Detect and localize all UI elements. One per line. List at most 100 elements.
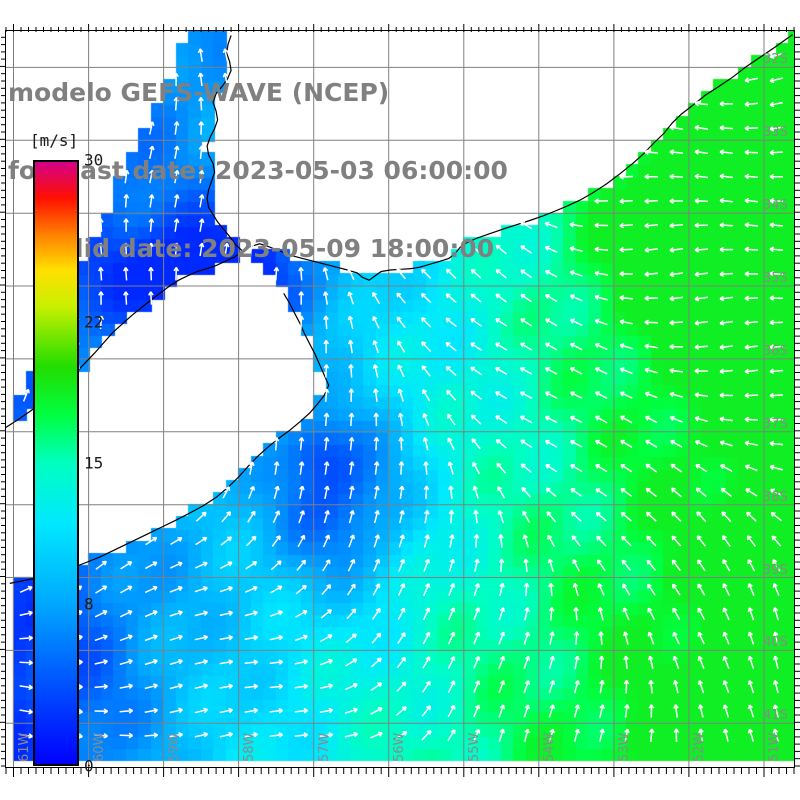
wind-arrow [569,439,583,448]
wind-arrow [769,77,783,84]
wind-arrow [169,585,183,593]
wind-arrow [747,583,755,596]
wind-arrow [270,585,283,594]
wind-arrow [221,511,232,523]
wind-arrow [197,72,204,87]
wind-arrow [269,707,284,714]
colorbar-unit-label: [m/s] [30,131,79,150]
wind-arrow [299,485,305,500]
wind-arrow [669,247,683,253]
wind-arrow [719,222,733,228]
wind-arrow [619,198,633,205]
wind-arrow [670,439,683,448]
wind-arrow [19,708,33,715]
wind-arrow [248,485,256,499]
wind-arrow [422,680,431,693]
wind-arrow [496,462,507,474]
wind-arrow [422,631,431,645]
wind-arrow [746,535,756,547]
wind-arrow [569,270,583,277]
wind-arrow [772,655,779,670]
wind-arrow [495,269,507,279]
wind-arrow [645,511,657,522]
wind-arrow [420,317,432,328]
wind-arrow [323,364,330,378]
wind-arrow [769,52,783,59]
wind-arrow [269,732,284,738]
wind-arrow [546,511,557,523]
wind-arrow [697,655,705,669]
wind-arrow [548,680,556,694]
wind-arrow [520,342,533,351]
wind-arrow [145,536,158,546]
wind-arrow [744,392,759,399]
colorbar-tick-30: 30 [84,150,104,170]
wind-arrow [473,509,479,524]
wind-arrow [498,558,505,572]
wind-arrow [495,244,507,255]
wind-arrow [348,509,355,524]
wind-arrow [348,534,356,548]
wind-arrow [449,534,455,548]
wind-arrow [244,610,258,617]
wind-arrow [719,368,733,375]
wind-arrow [744,319,758,326]
wind-arrow [372,315,380,329]
wind-arrow [123,194,130,208]
wind-arrow [423,461,429,475]
wind-arrow [722,583,730,596]
wind-arrow [619,295,633,301]
wind-arrow [245,561,258,570]
lon-tick-label-57W: 57W [316,732,332,762]
lat-tick-label-35S: 35S [763,271,788,287]
wind-arrow [620,511,632,522]
wind-arrow [144,707,159,714]
wind-arrow [273,437,280,451]
wind-arrow [747,728,755,742]
wind-arrow [544,221,558,229]
wind-arrow [472,485,479,499]
wind-arrow [370,707,383,715]
wind-arrow [519,415,533,424]
wind-arrow [620,439,633,448]
colorbar [33,160,79,766]
map-plot-area [5,30,795,768]
wind-arrow [695,487,707,498]
wind-arrow [397,340,406,353]
wind-arrow [320,634,333,643]
wind-arrow [273,266,280,281]
wind-arrow [244,659,259,665]
lat-tick-label-36S: 36S [763,343,788,359]
wind-arrow [298,291,305,305]
wind-arrow [98,266,104,281]
wind-arrow [322,291,329,305]
wind-arrow [423,534,430,548]
wind-arrow [697,631,705,645]
wind-arrow [148,266,154,281]
wind-arrow [144,585,158,594]
wind-arrow [673,704,679,718]
wind-arrow [548,728,555,742]
wind-arrow [169,634,183,641]
wind-arrow [619,222,633,229]
wind-arrow [248,242,255,257]
wind-arrow [747,631,755,645]
wind-arrow [244,683,259,690]
wind-arrow [148,145,155,159]
wind-arrow [744,295,759,302]
wind-arrow [222,48,229,62]
wind-arrow [672,655,680,669]
wind-arrow [646,559,657,571]
wind-arrow [473,631,481,645]
wind-arrow [671,559,681,572]
wind-arrow [569,246,583,253]
wind-arrow [321,584,332,595]
wind-arrow [721,535,731,547]
wind-arrow [520,463,532,473]
wind-arrow [595,439,608,448]
wind-arrow [269,610,283,617]
wind-arrow [298,315,305,330]
wind-arrow [669,222,683,229]
wind-arrow [470,293,482,303]
wind-arrow [569,221,583,228]
